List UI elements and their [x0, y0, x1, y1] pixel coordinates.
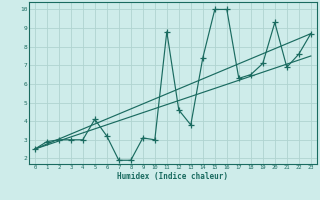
- X-axis label: Humidex (Indice chaleur): Humidex (Indice chaleur): [117, 172, 228, 181]
